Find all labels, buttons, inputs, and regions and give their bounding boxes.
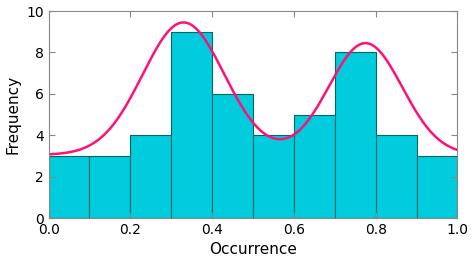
- X-axis label: Occurrence: Occurrence: [209, 242, 297, 257]
- Bar: [49, 156, 90, 218]
- Bar: [90, 156, 130, 218]
- Bar: [335, 52, 376, 218]
- Bar: [253, 135, 294, 218]
- Y-axis label: Frequency: Frequency: [6, 75, 20, 154]
- Bar: [171, 32, 212, 218]
- Bar: [417, 156, 457, 218]
- Bar: [294, 115, 335, 218]
- Bar: [130, 135, 171, 218]
- Bar: [212, 94, 253, 218]
- Bar: [376, 135, 417, 218]
